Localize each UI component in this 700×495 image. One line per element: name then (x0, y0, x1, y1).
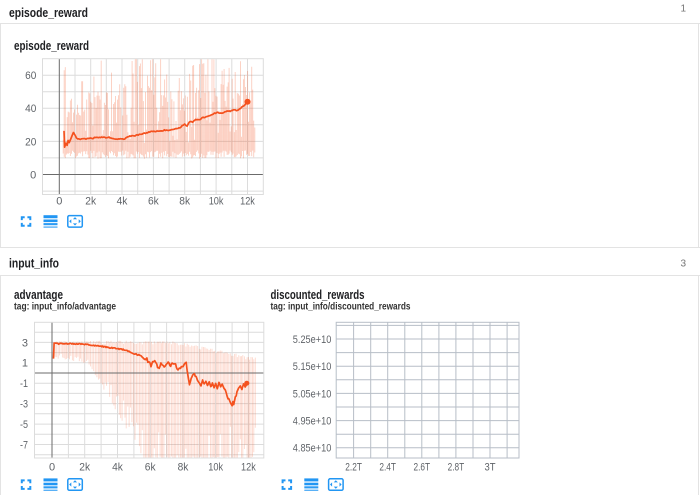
svg-text:3T: 3T (485, 462, 496, 474)
svg-text:tag: input_info/discounted_rew: tag: input_info/discounted_rewards (271, 301, 411, 313)
svg-text:discounted_rewards: discounted_rewards (271, 287, 365, 302)
svg-text:episode_reward: episode_reward (9, 5, 88, 20)
svg-text:3: 3 (680, 259, 686, 270)
svg-text:2.2T: 2.2T (345, 462, 362, 474)
svg-text:5.25e+10: 5.25e+10 (293, 334, 332, 346)
svg-text:-3: -3 (20, 399, 28, 411)
svg-text:2k: 2k (79, 462, 90, 474)
svg-text:3: 3 (22, 337, 28, 349)
svg-text:10k: 10k (209, 196, 224, 208)
svg-text:2k: 2k (85, 196, 96, 208)
svg-text:input_info: input_info (9, 256, 59, 271)
svg-text:20: 20 (25, 136, 36, 148)
svg-text:0: 0 (56, 196, 62, 208)
svg-text:-1: -1 (20, 378, 28, 390)
svg-text:episode_reward: episode_reward (14, 38, 89, 53)
svg-text:5.05e+10: 5.05e+10 (293, 388, 332, 400)
svg-text:4.85e+10: 4.85e+10 (293, 443, 332, 455)
svg-text:2.6T: 2.6T (414, 462, 431, 474)
svg-text:4.95e+10: 4.95e+10 (293, 416, 332, 428)
svg-text:1: 1 (22, 358, 28, 370)
svg-text:6k: 6k (145, 462, 156, 474)
svg-text:12k: 12k (241, 462, 256, 474)
svg-text:40: 40 (25, 103, 36, 115)
svg-text:60: 60 (25, 70, 36, 82)
svg-text:2.4T: 2.4T (379, 462, 396, 474)
svg-text:tag: input_info/advantage: tag: input_info/advantage (14, 301, 116, 313)
svg-text:0: 0 (49, 462, 55, 474)
svg-text:10k: 10k (208, 462, 223, 474)
svg-text:4k: 4k (117, 196, 128, 208)
svg-text:-7: -7 (20, 439, 28, 451)
svg-text:8k: 8k (178, 462, 189, 474)
svg-text:12k: 12k (240, 196, 255, 208)
svg-text:6k: 6k (148, 196, 159, 208)
svg-text:advantage: advantage (14, 287, 63, 302)
svg-text:0: 0 (30, 169, 36, 181)
svg-text:8k: 8k (179, 196, 190, 208)
svg-text:-5: -5 (20, 419, 28, 431)
svg-text:1: 1 (680, 4, 686, 15)
svg-text:5.15e+10: 5.15e+10 (293, 361, 332, 373)
svg-text:4k: 4k (112, 462, 123, 474)
svg-text:2.8T: 2.8T (448, 462, 465, 474)
